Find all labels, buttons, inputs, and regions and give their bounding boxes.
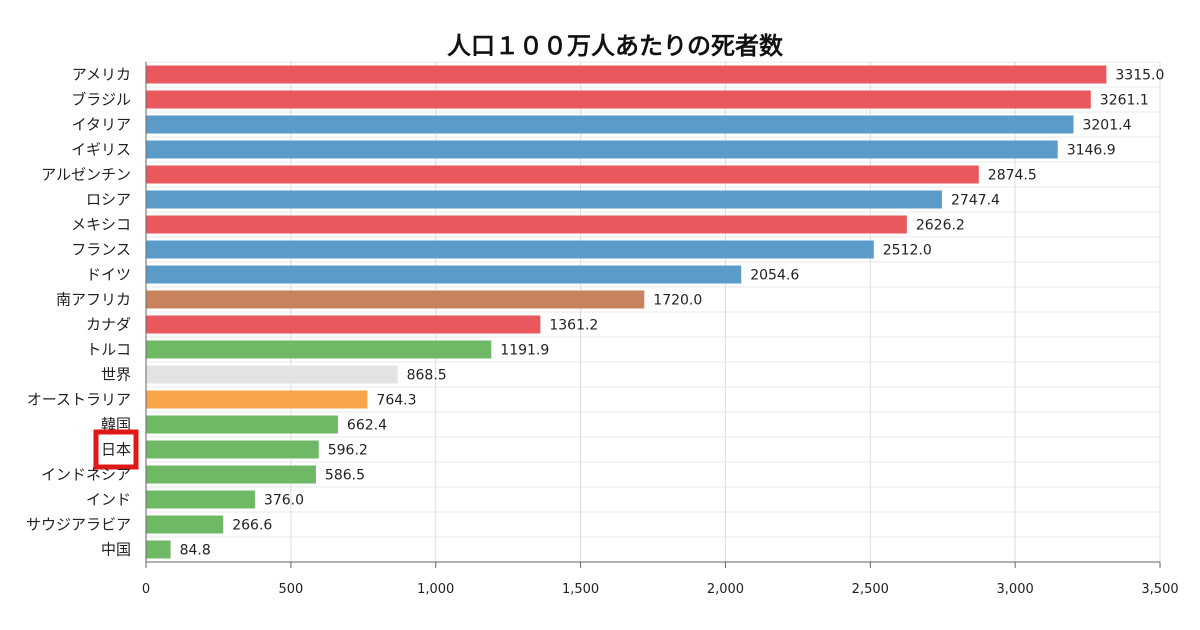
bar xyxy=(146,290,645,309)
category-label: ブラジル xyxy=(71,91,131,109)
grid-layer xyxy=(145,61,1161,563)
value-label: 586.5 xyxy=(325,468,365,484)
category-label: イタリア xyxy=(72,116,131,134)
bar xyxy=(146,115,1074,134)
bar xyxy=(146,140,1058,159)
x-tick-label: 1,000 xyxy=(417,582,454,597)
highlight-box xyxy=(93,429,139,470)
category-label: インドネシア xyxy=(41,466,131,484)
value-label: 1191.9 xyxy=(500,343,549,359)
category-label: イギリス xyxy=(71,141,131,159)
labels-layer: アメリカ 3315.0 ブラジル 3261.1 イタリア 3201.4 イギリス 3146.9… xyxy=(26,66,1164,559)
category-label: 中国 xyxy=(101,541,131,559)
category-label: 日本 xyxy=(101,441,131,459)
bar xyxy=(146,490,255,509)
bar xyxy=(146,90,1091,109)
category-label: トルコ xyxy=(86,341,131,359)
x-tick-label: 1,500 xyxy=(562,582,599,597)
x-tick-label: 0 xyxy=(142,582,150,597)
x-tick-label: 2,500 xyxy=(852,582,889,597)
bar xyxy=(146,265,742,284)
bar xyxy=(146,515,224,534)
value-label: 2626.2 xyxy=(916,218,965,234)
bar xyxy=(146,240,874,259)
value-label: 3146.9 xyxy=(1067,143,1116,159)
category-label: フランス xyxy=(71,241,131,259)
category-label: カナダ xyxy=(86,316,131,334)
value-label: 3261.1 xyxy=(1100,93,1149,109)
category-label: アルゼンチン xyxy=(41,166,131,184)
category-label: ドイツ xyxy=(86,266,131,284)
bar xyxy=(146,165,979,184)
x-tick-label: 3,000 xyxy=(997,582,1034,597)
value-label: 2512.0 xyxy=(883,243,932,259)
bar xyxy=(146,540,171,559)
chart-title: 人口１００万人あたりの死者数 xyxy=(447,32,784,60)
bar xyxy=(146,190,942,209)
value-label: 266.6 xyxy=(232,518,272,534)
category-label: メキシコ xyxy=(71,216,131,234)
value-label: 764.3 xyxy=(376,393,416,409)
category-label: 韓国 xyxy=(101,416,131,434)
bar xyxy=(146,440,319,459)
bar xyxy=(146,415,338,434)
value-label: 3315.0 xyxy=(1115,68,1164,84)
category-label: 南アフリカ xyxy=(56,291,131,309)
value-label: 1720.0 xyxy=(653,293,702,309)
x-tick-label: 500 xyxy=(278,582,303,597)
category-label: インド xyxy=(86,491,131,509)
bar xyxy=(146,65,1107,84)
bars-layer xyxy=(146,65,1107,559)
x-axis: 0 500 1,000 1,500 2,000 2,500 3,000 3,500 xyxy=(142,62,1179,597)
category-label: サウジアラビア xyxy=(26,516,131,534)
bar xyxy=(146,215,907,234)
category-label: 世界 xyxy=(101,366,131,384)
value-label: 376.0 xyxy=(264,493,304,509)
value-label: 2054.6 xyxy=(750,268,799,284)
bar xyxy=(146,340,492,359)
value-label: 868.5 xyxy=(407,368,447,384)
value-label: 2874.5 xyxy=(988,168,1037,184)
value-label: 1361.2 xyxy=(549,318,598,334)
value-label: 2747.4 xyxy=(951,193,1000,209)
value-label: 596.2 xyxy=(328,443,368,459)
category-label: ロシア xyxy=(86,191,131,209)
x-tick-label: 2,000 xyxy=(707,582,744,597)
bar xyxy=(146,465,316,484)
bar xyxy=(146,315,541,334)
value-label: 84.8 xyxy=(180,543,211,559)
value-label: 3201.4 xyxy=(1082,118,1131,134)
category-label: オーストラリア xyxy=(27,391,131,409)
category-label: アメリカ xyxy=(72,66,131,84)
value-label: 662.4 xyxy=(347,418,387,434)
bar xyxy=(146,365,398,384)
x-tick-label: 3,500 xyxy=(1141,582,1178,597)
bar xyxy=(146,390,368,409)
